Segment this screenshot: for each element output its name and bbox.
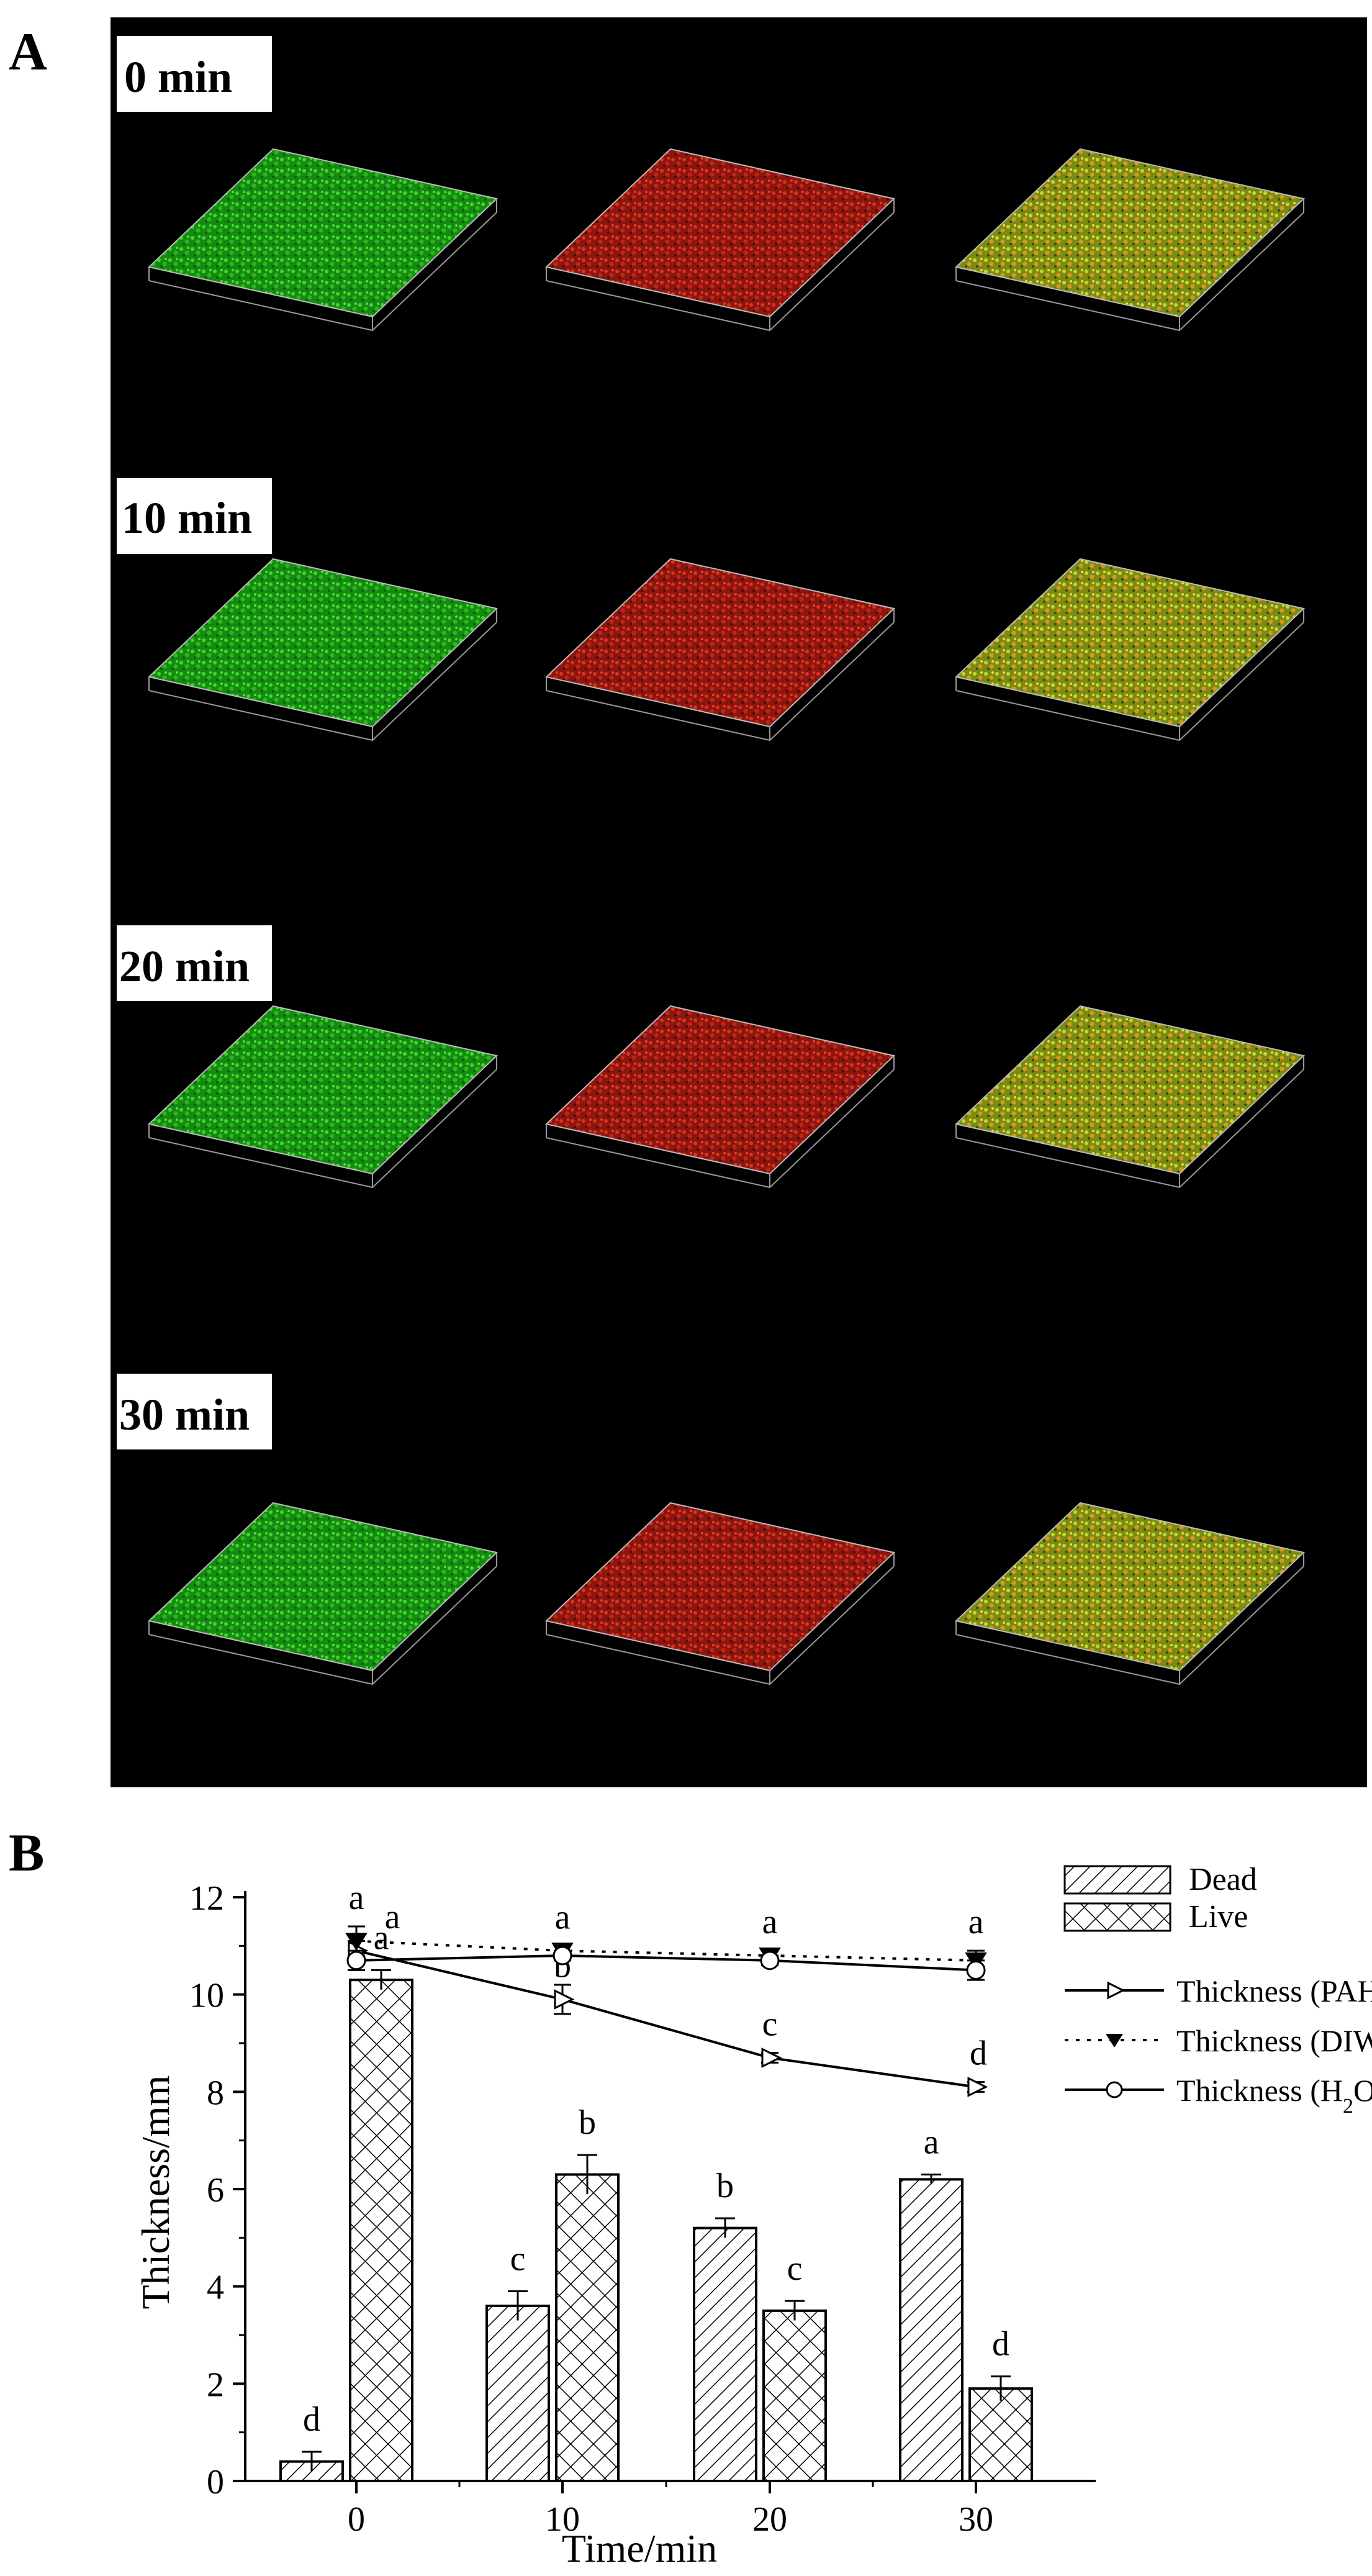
- time-label-20: 20 min: [119, 941, 250, 991]
- x-tick-label: 0: [348, 2500, 365, 2539]
- biofilm-image-30min-merged: [954, 1502, 1306, 1685]
- bar-dead: [485, 2305, 550, 2482]
- legend-swatch-live: [1063, 1902, 1171, 1932]
- biofilm-image-0min-live: [147, 148, 499, 332]
- time-label-box-0: [117, 36, 272, 112]
- y-tick-label: 2: [207, 2365, 224, 2404]
- line-marker: [760, 1951, 780, 1971]
- x-axis-label: Time/min: [562, 2526, 717, 2570]
- time-label-10: 10 min: [122, 493, 252, 543]
- biofilm-image-30min-live: [147, 1502, 499, 1685]
- panel-a: 0 min 10 min 20 min 30 min: [111, 17, 1367, 1787]
- chart-axes: 0 2 4 6 8 10 12 0 10 20 30: [189, 1879, 1096, 2539]
- x-tick-label: 20: [752, 2500, 787, 2539]
- biofilm-image-10min-live: [147, 558, 499, 742]
- line-significance-letter: a: [385, 1898, 400, 1936]
- bar-significance-letter: a: [374, 1919, 389, 1957]
- bar-dead: [899, 2178, 964, 2482]
- bar-significance-letter: b: [579, 2103, 596, 2142]
- legend-label: Live: [1189, 1899, 1248, 1934]
- line-marker: [345, 1933, 368, 1951]
- legend-label: Thickness (PAH): [1176, 1974, 1372, 2008]
- bar-series-dead: d c b a: [279, 2123, 964, 2483]
- line-significance-letter: c: [762, 2005, 778, 2044]
- biofilm-image-30min-dead: [544, 1502, 896, 1685]
- time-label-30: 30 min: [119, 1390, 250, 1440]
- legend-marker: [1106, 2034, 1123, 2048]
- biofilm-image-10min-dead: [544, 558, 896, 742]
- bar-significance-letter: d: [303, 2400, 320, 2439]
- line-significance-letter: a: [555, 1898, 571, 1936]
- clsm-image-grid: 0 min 10 min 20 min 30 min: [111, 17, 1367, 1787]
- line-significance-letter: d: [970, 2034, 987, 2073]
- bar-series-live: a b c d: [349, 1919, 1033, 2483]
- y-tick-label: 10: [189, 1977, 224, 2015]
- biofilm-image-0min-dead: [544, 148, 896, 332]
- line-path: [356, 1954, 977, 1972]
- time-label-box-10: [117, 478, 272, 554]
- line-marker: [553, 1946, 572, 1966]
- line-marker: [346, 1951, 366, 1971]
- y-tick-label: 12: [189, 1879, 224, 1918]
- legend-swatch-dead: [1063, 1865, 1171, 1895]
- line-marker: [967, 2077, 988, 2097]
- time-label-0: 0 min: [124, 52, 232, 102]
- time-label-box-20: [117, 925, 272, 1001]
- line-path: [356, 1949, 977, 2088]
- x-tick-label: 10: [545, 2500, 580, 2539]
- line-series-2: [346, 1946, 986, 1981]
- bar-significance-letter: c: [510, 2240, 526, 2279]
- bar-live: [555, 2173, 620, 2482]
- biofilm-image-0min-merged: [954, 148, 1306, 332]
- panel-label-b: B: [9, 1823, 45, 1882]
- legend-label: Thickness (H2O2): [1176, 2073, 1372, 2118]
- line-significance-letter: a: [968, 1903, 984, 1941]
- y-tick-label: 6: [207, 2171, 224, 2210]
- y-tick-label: 0: [207, 2463, 224, 2501]
- y-axis-label: Thickness/mm: [133, 2075, 178, 2310]
- panel-label-a: A: [9, 22, 48, 81]
- bar-live: [762, 2309, 827, 2482]
- bar-dead: [693, 2226, 757, 2483]
- time-label-box-30: [117, 1374, 272, 1449]
- legend-label: Dead: [1189, 1862, 1257, 1897]
- legend-label: Thickness (DIW): [1176, 2023, 1372, 2058]
- line-path: [356, 1939, 977, 1962]
- line-marker: [554, 1989, 575, 2010]
- bar-significance-letter: b: [716, 2167, 734, 2205]
- biofilm-image-20min-merged: [954, 1005, 1306, 1189]
- line-marker: [966, 1961, 986, 1980]
- legend-marker: [1106, 2081, 1123, 2098]
- bar-significance-letter: c: [787, 2249, 803, 2288]
- y-tick-label: 4: [207, 2269, 224, 2307]
- line-significance-letter: a: [762, 1903, 778, 1941]
- biofilm-image-20min-dead: [544, 1005, 896, 1189]
- line-significance-letter: a: [349, 1879, 364, 1917]
- legend-marker: [1107, 1981, 1126, 2000]
- line-marker: [761, 2048, 782, 2068]
- bar-live: [349, 1979, 413, 2483]
- bar-significance-letter: a: [924, 2123, 939, 2162]
- biofilm-image-10min-merged: [954, 558, 1306, 742]
- biofilm-image-20min-live: [147, 1005, 499, 1189]
- x-tick-label: 30: [959, 2500, 993, 2539]
- bar-live: [968, 2387, 1033, 2483]
- line-series-1: aa a a: [345, 1879, 987, 1971]
- bar-significance-letter: d: [992, 2325, 1009, 2364]
- y-tick-label: 8: [207, 2074, 224, 2112]
